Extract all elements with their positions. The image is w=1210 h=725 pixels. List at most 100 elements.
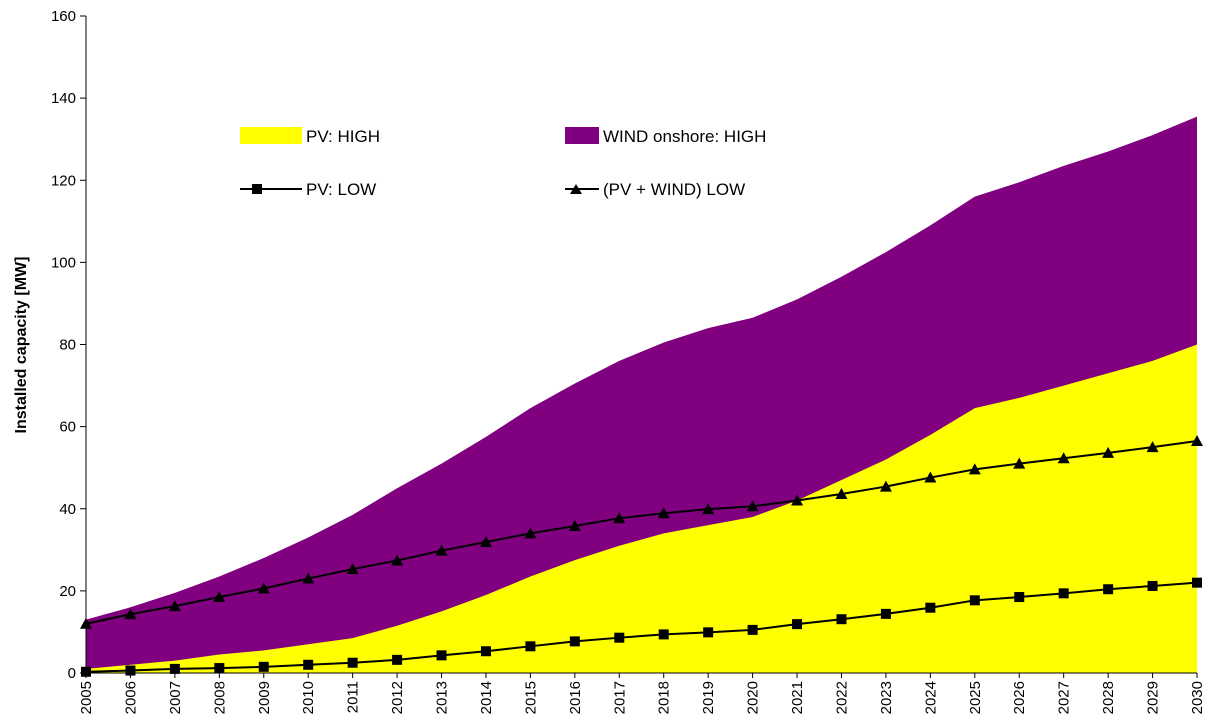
marker-pvwind-low-2020 [746,500,759,512]
marker-pvwind-low-2018 [657,507,670,519]
x-tick-label-2022: 2022 [833,681,850,714]
marker-pv-low-2023 [880,608,891,619]
marker-pvwind-low-2006 [124,608,137,620]
x-tick-label-2024: 2024 [922,681,939,714]
y-tick-label-100: 100 [51,254,76,271]
marker-pvwind-low-2022 [835,487,848,499]
x-tick-label-2015: 2015 [522,681,539,714]
x-tick-label-2009: 2009 [256,681,273,714]
x-tick-label-2019: 2019 [700,681,717,714]
marker-pvwind-low-2008 [213,591,226,603]
x-tick-label-2029: 2029 [1145,681,1162,714]
x-tick-label-2013: 2013 [434,681,451,714]
marker-pv-low-2021 [792,619,803,630]
marker-pvwind-low-2023 [879,480,892,492]
marker-pvwind-low-2019 [702,503,715,515]
line-layer [80,434,1203,677]
marker-pv-low-2013 [436,650,447,661]
marker-pvwind-low-2011 [346,563,359,575]
legend-marker-pvwind-low [570,184,582,194]
marker-pv-low-2014 [480,646,491,657]
marker-pvwind-low-2009 [257,582,270,594]
legend-label-pvwind-low: (PV + WIND) LOW [603,180,745,199]
marker-pvwind-low-2012 [391,554,404,566]
y-tick-label-120: 120 [51,172,76,189]
marker-pvwind-low-2028 [1102,446,1115,458]
x-tick-label-2017: 2017 [611,681,628,714]
x-tick-label-2005: 2005 [78,681,95,714]
legend-swatch-wind-high [565,127,599,144]
marker-pvwind-low-2029 [1146,441,1159,453]
marker-pv-low-2016 [569,636,580,647]
x-tick-label-2012: 2012 [389,681,406,714]
line-pvwind-low [85,440,1198,625]
x-tick-label-2008: 2008 [211,681,228,714]
y-tick-label-60: 60 [59,419,76,436]
marker-pv-low-2015 [525,641,536,652]
x-tick-label-2027: 2027 [1056,681,1073,714]
marker-pv-low-2006 [125,665,136,676]
marker-pvwind-low-2030 [1191,434,1203,446]
marker-pvwind-low-2021 [791,494,804,506]
marker-pv-low-2027 [1058,588,1069,599]
x-tick-label-2023: 2023 [878,681,895,714]
marker-pv-low-2009 [258,661,269,672]
marker-pv-low-2029 [1147,580,1158,591]
y-tick-label-160: 160 [51,8,76,25]
x-tick-label-2016: 2016 [567,681,584,714]
x-tick-label-2006: 2006 [122,681,139,714]
marker-pv-low-2025 [969,595,980,606]
x-tick-label-2018: 2018 [656,681,673,714]
line-pv-low [85,581,1198,673]
x-tick-label-2011: 2011 [345,681,362,713]
y-tick-label-80: 80 [59,337,76,354]
marker-pvwind-low-2014 [479,536,492,548]
marker-pv-low-2010 [303,659,314,670]
marker-pv-low-2030 [1192,577,1202,588]
marker-pv-low-2017 [614,632,625,643]
y-tick-label-140: 140 [51,90,76,107]
legend-label-pv-low: PV: LOW [306,180,376,199]
marker-pvwind-low-2015 [524,527,537,539]
marker-pvwind-low-2016 [568,519,581,531]
area-pv-high [86,344,1197,673]
legend-label-wind-high: WIND onshore: HIGH [603,127,766,146]
x-tick-label-2026: 2026 [1011,681,1028,714]
x-tick-label-2020: 2020 [745,681,762,714]
marker-pv-low-2007 [169,663,180,674]
y-tick-label-40: 40 [59,501,76,518]
marker-pvwind-low-2007 [168,600,181,612]
legend-label-pv-high: PV: HIGH [306,127,380,146]
marker-pvwind-low-2027 [1057,452,1070,464]
marker-pv-low-2011 [347,657,358,668]
y-axis-label: Installed capacity [MW] [13,257,30,434]
marker-pvwind-low-2017 [613,512,626,524]
marker-pv-low-2024 [925,602,936,613]
axes: 0 20 40 60 80 100 120 140 160 2005 2006 2007 2008 200… [51,8,1206,714]
x-tick-label-2021: 2021 [789,681,806,714]
marker-pv-low-2018 [658,629,669,640]
marker-pv-low-2019 [703,627,714,638]
x-tick-label-2028: 2028 [1100,681,1117,714]
x-tick-label-2025: 2025 [967,681,984,714]
marker-pvwind-low-2025 [968,463,981,475]
marker-pv-low-2020 [747,624,758,635]
legend-marker-pv-low [252,184,262,194]
legend-swatch-pv-high [240,127,302,144]
x-tick-label-2010: 2010 [300,681,317,714]
y-tick-label-0: 0 [68,665,76,682]
marker-pv-low-2012 [392,654,403,665]
marker-pv-low-2008 [214,663,225,674]
marker-pvwind-low-2013 [435,544,448,556]
marker-pv-low-2022 [836,614,847,625]
marker-pvwind-low-2010 [302,572,315,584]
x-tick-label-2030: 2030 [1189,681,1206,714]
x-tick-label-2014: 2014 [478,681,495,714]
marker-pv-low-2028 [1103,584,1114,595]
marker-pvwind-low-2024 [924,471,937,483]
marker-pvwind-low-2026 [1013,457,1026,469]
area-layer [86,116,1197,673]
legend: PV: HIGH WIND onshore: HIGH PV: LOW (PV … [240,127,766,199]
y-tick-label-20: 20 [59,583,76,600]
